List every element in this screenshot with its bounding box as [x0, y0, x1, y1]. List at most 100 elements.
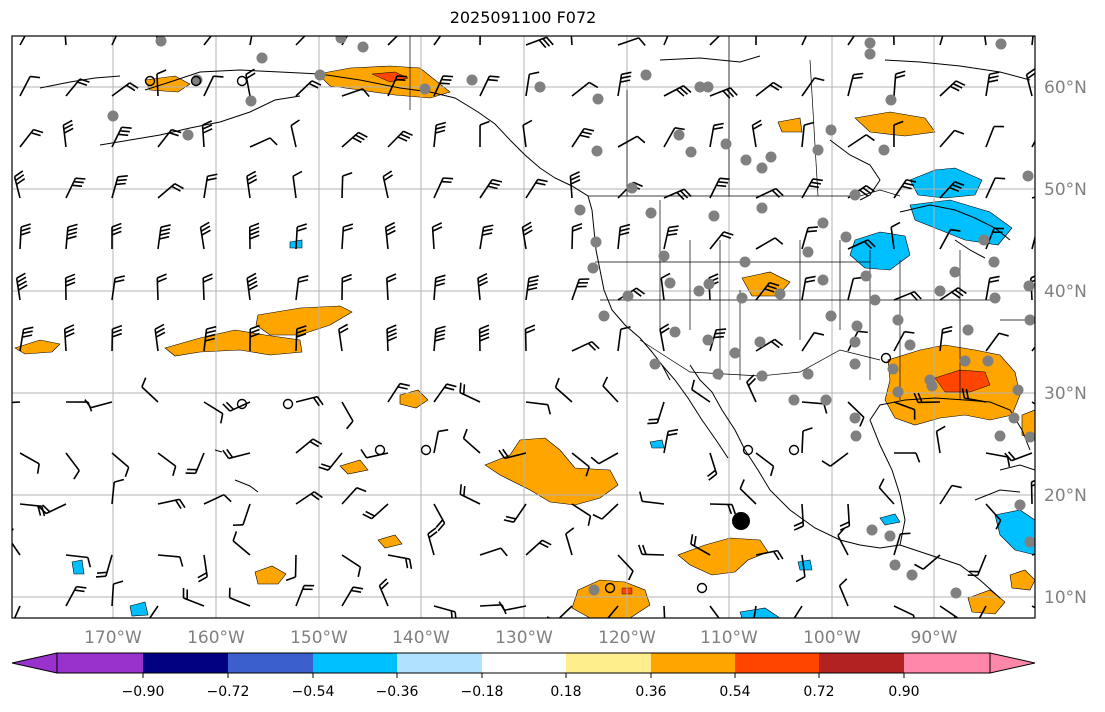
wind-barb — [755, 338, 784, 352]
wind-barb — [386, 273, 397, 301]
station-marker — [645, 207, 657, 219]
shaded-region — [14, 339, 61, 355]
wind-barb — [427, 527, 438, 556]
wind-barb — [65, 452, 80, 480]
station-marker — [693, 285, 705, 297]
station-marker — [736, 292, 748, 304]
colorbar-tick-label: −0.54 — [292, 684, 335, 700]
shaded-region — [377, 534, 403, 549]
wind-barb — [156, 273, 167, 301]
station-marker — [673, 129, 685, 141]
station-marker — [702, 81, 714, 93]
wind-barb — [746, 374, 757, 403]
station-marker — [703, 278, 715, 290]
wind-barb — [839, 503, 851, 531]
wind-barb — [341, 131, 368, 148]
wind-barb — [691, 379, 711, 403]
wind-barb — [617, 71, 632, 97]
wind-barb — [202, 273, 213, 301]
station-marker — [788, 394, 800, 406]
wind-barb — [985, 452, 1011, 467]
wind-barb — [939, 129, 965, 148]
station-marker — [740, 154, 752, 166]
wind-barb — [893, 605, 915, 618]
station-marker — [850, 430, 862, 442]
wind-barb — [157, 128, 182, 148]
wind-barb — [498, 601, 527, 612]
wind-barb — [663, 188, 692, 201]
wind-barb — [228, 587, 251, 607]
wind-barb — [201, 120, 213, 148]
station-marker — [866, 524, 878, 536]
wind-barb — [111, 82, 139, 97]
map-title: 2025091100 F072 — [449, 8, 597, 27]
wind-barb — [295, 80, 322, 97]
station-marker — [860, 270, 872, 282]
wind-barb — [939, 228, 961, 250]
wind-barb — [19, 75, 41, 97]
station-marker — [155, 36, 167, 47]
open-circle-marker — [144, 75, 156, 87]
wind-barb — [203, 325, 217, 352]
wind-barb — [893, 532, 911, 556]
wind-barb — [1031, 345, 1035, 352]
wind-barb — [141, 377, 159, 403]
wind-barb — [571, 127, 595, 148]
wind-barb — [663, 428, 679, 454]
lat-label: 20°N — [1044, 486, 1087, 506]
wind-barb — [362, 503, 389, 520]
wind-barb — [663, 605, 666, 618]
wind-barb — [663, 36, 669, 46]
station-marker — [182, 129, 194, 141]
wind-barb — [606, 605, 619, 618]
station-marker — [978, 234, 990, 246]
wind-barb — [295, 275, 309, 301]
colorbar-segment — [143, 653, 228, 673]
station-marker — [825, 310, 837, 322]
wind-barb — [462, 428, 481, 454]
wind-barb — [939, 287, 967, 301]
wind-barb — [387, 130, 413, 148]
wind-barb — [197, 554, 209, 583]
shaded-region — [339, 459, 369, 475]
station-marker — [817, 217, 829, 229]
wind-barb — [203, 173, 218, 199]
wind-barb — [978, 605, 987, 618]
wind-barb — [939, 80, 966, 97]
wind-barb — [185, 452, 205, 475]
wind-barb — [893, 70, 906, 97]
open-circle-markers-layer — [144, 75, 892, 594]
station-marker — [756, 370, 768, 382]
wind-barb — [459, 484, 481, 505]
colorbar: −0.90 −0.72 −0.54 −0.36 −0.18 0.18 0.36 … — [11, 652, 1036, 700]
wind-barb — [19, 128, 44, 148]
wind-barb — [893, 452, 921, 463]
wind-barb — [893, 120, 904, 148]
wind-barb — [751, 119, 763, 148]
wind-barb — [709, 503, 737, 515]
station-marker — [107, 110, 119, 122]
station-marker — [926, 380, 938, 392]
lon-label: 130°W — [495, 628, 553, 648]
wind-barb — [961, 388, 987, 403]
station-marker — [587, 262, 599, 274]
wind-barb — [341, 273, 352, 301]
wind-barb — [967, 554, 987, 577]
wind-barb — [478, 324, 490, 352]
lon-label: 100°W — [803, 628, 861, 648]
wind-barb — [111, 478, 125, 505]
station-marker — [904, 339, 916, 351]
wind-barb — [12, 401, 21, 404]
wind-barb — [893, 401, 916, 420]
wind-barb — [569, 171, 581, 199]
shaded-region — [254, 565, 287, 585]
colorbar-tick-label: −0.72 — [207, 684, 250, 700]
wind-barb — [479, 178, 503, 199]
wind-barb — [801, 401, 828, 414]
station-marker — [592, 93, 604, 105]
wind-barb — [341, 401, 354, 430]
wind-barb — [295, 36, 306, 46]
open-circle-marker — [788, 444, 800, 456]
station-marker — [649, 358, 661, 370]
wind-barb — [985, 275, 1000, 301]
